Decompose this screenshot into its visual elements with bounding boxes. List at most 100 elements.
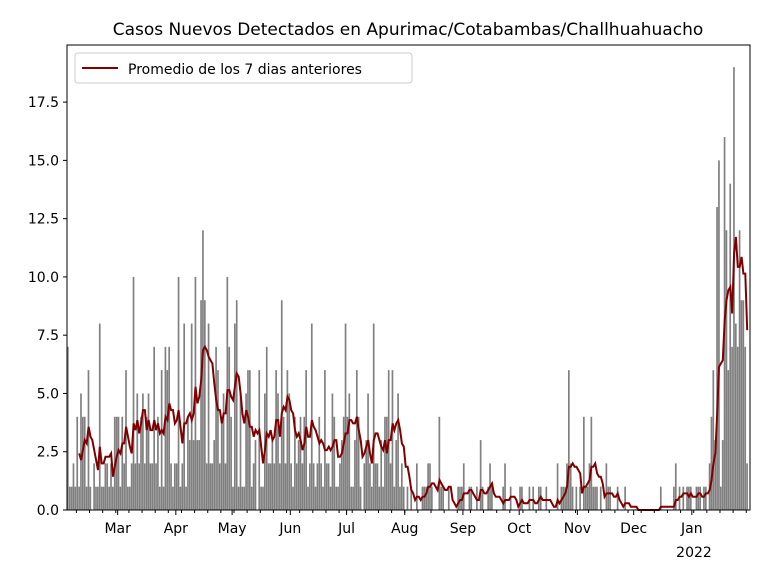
bar xyxy=(695,486,698,510)
bar xyxy=(83,416,86,510)
bar xyxy=(205,463,208,510)
bar xyxy=(235,300,238,510)
bar xyxy=(202,230,204,510)
bar xyxy=(729,183,732,510)
x-tick-label: Apr xyxy=(164,521,188,537)
y-tick-label: 7.5 xyxy=(37,328,59,344)
bar xyxy=(697,486,700,510)
bar xyxy=(457,486,459,510)
bar xyxy=(258,370,261,510)
rolling-average-group xyxy=(78,236,749,511)
bar xyxy=(391,370,394,510)
bar xyxy=(725,230,728,510)
bar xyxy=(143,463,146,510)
bar xyxy=(87,370,90,510)
bar xyxy=(267,463,270,510)
bar xyxy=(584,486,587,510)
bar xyxy=(134,463,137,510)
bar xyxy=(288,393,291,510)
bar xyxy=(222,393,225,510)
bar xyxy=(689,486,692,510)
y-tick-label: 0.0 xyxy=(37,503,59,519)
bar xyxy=(400,463,403,510)
bar xyxy=(228,346,231,510)
bar xyxy=(727,370,730,510)
bar xyxy=(160,370,163,510)
x-year-label: 2022 xyxy=(676,545,712,561)
bar xyxy=(564,486,566,510)
bar xyxy=(158,486,161,510)
bar xyxy=(704,486,707,510)
bar xyxy=(115,416,118,510)
bar xyxy=(147,393,150,510)
x-tick-label: Aug xyxy=(391,521,418,537)
bar xyxy=(673,486,675,510)
bar xyxy=(712,370,715,510)
bar xyxy=(112,486,114,510)
plot-frame xyxy=(66,44,751,511)
bar xyxy=(710,416,713,510)
bar xyxy=(151,463,154,510)
bar xyxy=(519,486,521,510)
bar xyxy=(320,463,322,510)
bar xyxy=(95,486,97,510)
bar xyxy=(209,463,212,510)
bar xyxy=(265,346,268,510)
bar xyxy=(307,486,309,510)
bar xyxy=(260,486,262,510)
bar xyxy=(583,416,585,510)
bar xyxy=(425,486,428,510)
bar xyxy=(327,463,330,510)
bar xyxy=(239,393,242,510)
bar xyxy=(719,486,722,510)
bar xyxy=(579,486,581,510)
bar xyxy=(731,346,733,510)
bar xyxy=(382,486,384,510)
bar xyxy=(173,463,176,510)
bar xyxy=(224,463,227,510)
bar xyxy=(108,486,110,510)
bar xyxy=(128,486,131,510)
bar xyxy=(172,486,174,510)
bar xyxy=(74,486,77,510)
bar xyxy=(372,323,375,510)
bar xyxy=(462,463,465,510)
bar xyxy=(310,323,313,510)
bar xyxy=(175,463,178,510)
bar xyxy=(243,486,246,510)
bar xyxy=(402,486,405,510)
x-tick-label: Sep xyxy=(450,521,477,537)
bar xyxy=(164,346,167,510)
bar xyxy=(479,440,482,510)
bar xyxy=(590,416,593,510)
bar xyxy=(740,300,743,510)
bar xyxy=(106,463,109,510)
bar xyxy=(571,486,574,510)
bar xyxy=(423,486,426,510)
bar xyxy=(569,463,572,510)
bar xyxy=(282,416,285,510)
bar xyxy=(378,486,381,510)
bar xyxy=(588,463,591,510)
bar xyxy=(68,486,71,510)
bar xyxy=(545,486,548,510)
bar xyxy=(431,486,433,510)
bar xyxy=(363,463,366,510)
bar xyxy=(532,486,535,510)
bar xyxy=(674,463,677,510)
bar xyxy=(370,486,373,510)
y-tick-label: 10.0 xyxy=(28,270,59,286)
bar xyxy=(380,440,383,510)
bar xyxy=(487,486,489,510)
x-tick-label: May xyxy=(218,521,247,537)
bar xyxy=(734,323,737,510)
bar xyxy=(97,486,99,510)
bar xyxy=(295,463,298,510)
bar xyxy=(187,416,189,510)
bar xyxy=(155,463,157,510)
bar xyxy=(624,486,626,510)
bar xyxy=(262,486,264,510)
bar xyxy=(354,440,356,510)
bar xyxy=(104,463,107,510)
bar xyxy=(389,463,392,510)
